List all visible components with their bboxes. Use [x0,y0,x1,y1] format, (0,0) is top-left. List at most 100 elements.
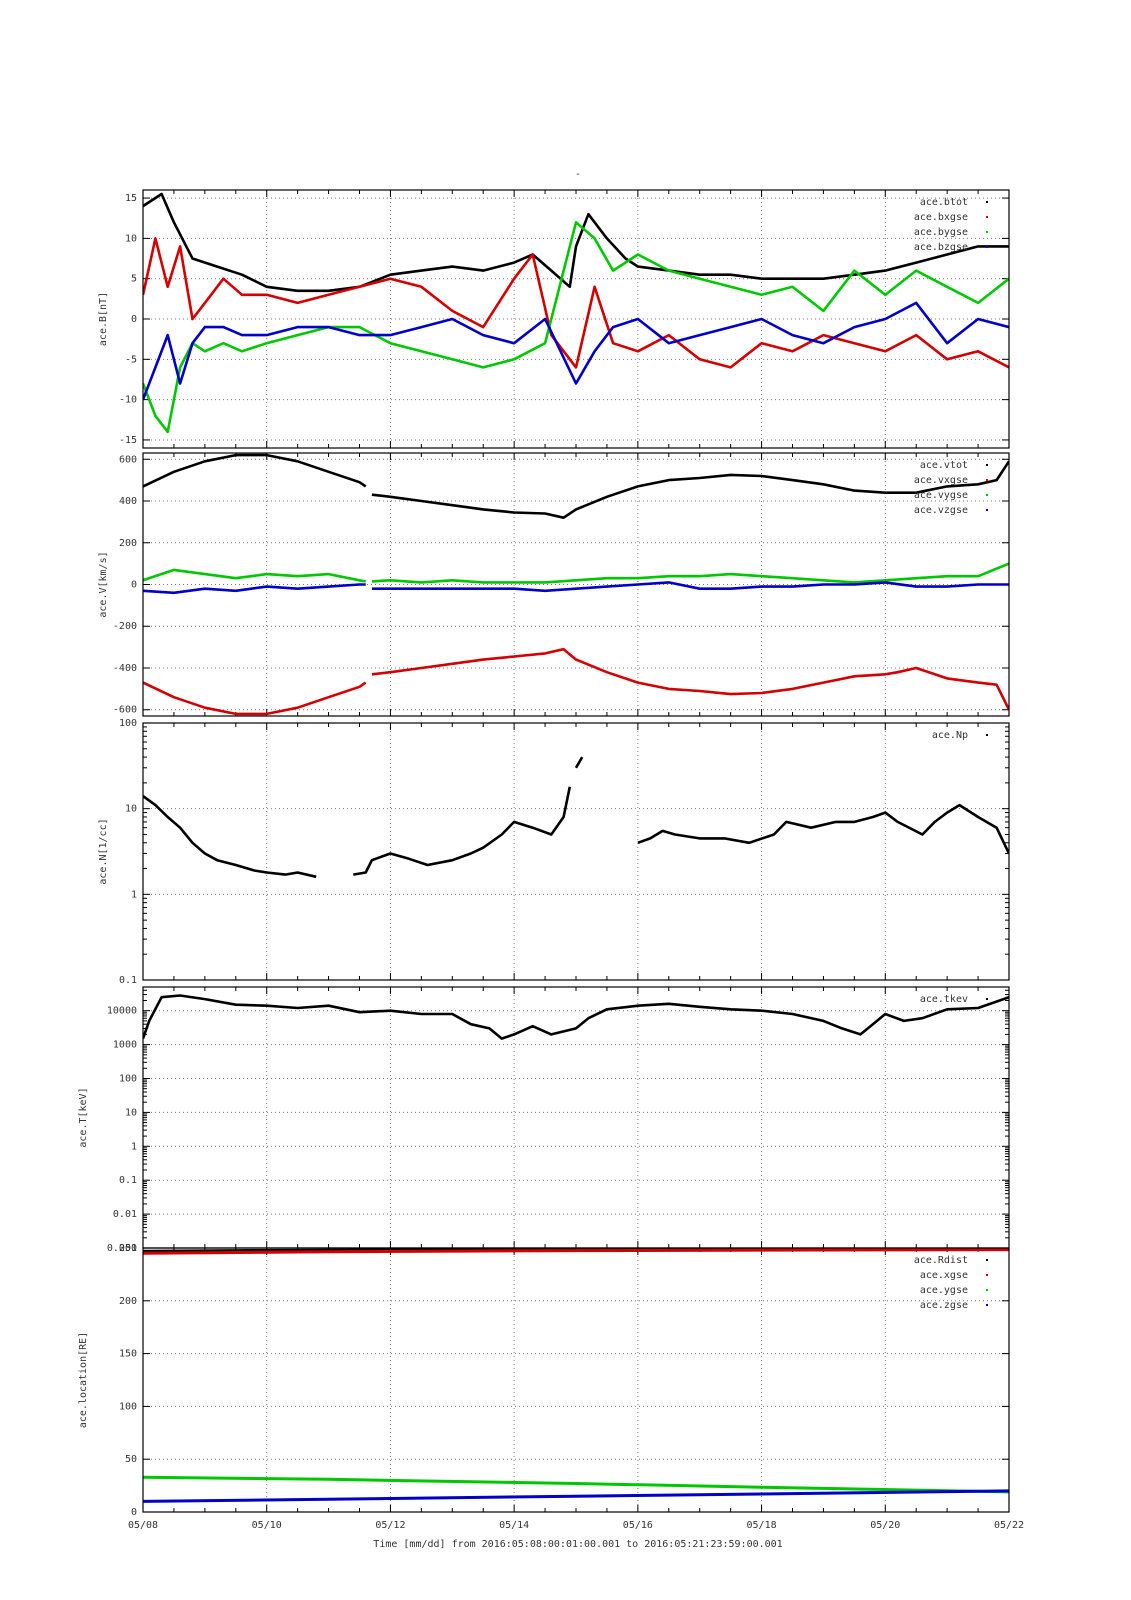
legend-marker [986,1274,988,1276]
y-tick-label: 100 [119,718,137,729]
series-ace-ygse [143,1475,1009,1494]
y-tick-label: 10000 [107,1006,137,1017]
panel-frame [142,1247,1010,1513]
x-tick-label: 05/10 [252,1520,282,1531]
y-tick-label: 100 [119,1073,137,1084]
series-ace-xgse [143,1248,1009,1255]
legend-label: ace.vtot [920,460,968,471]
panel-1: 15 10 5 0 -5 -10 -15 ace.B[nT] ace.btot ace.bxgse… [98,189,1010,449]
x-tick-label: 05/12 [375,1520,405,1531]
legend-label: ace.vzgse [914,505,968,516]
y-tick-label: 10 [125,804,137,815]
series-ace-tkev [143,994,1009,1040]
legend-label: ace.zgse [920,1300,968,1311]
y-tick-label: 0 [131,314,137,325]
legend-marker [986,201,988,203]
y-tick-label: 1 [131,1141,137,1152]
legend-marker [986,1289,988,1291]
legend-marker [986,216,988,218]
x-tick-label: 05/08 [128,1520,158,1531]
y-tick-label: 50 [125,1454,137,1465]
panel-3: 100 10 1 0.1 ace.N[1/cc] ace.Np [98,718,1010,986]
y-tick-label: -15 [119,435,137,446]
y-tick-label: 5 [131,274,137,285]
y-axis-label: ace.T[keV] [78,1087,89,1147]
series-ace-bzgse [143,301,1009,401]
series-ace-zgse [143,1489,1009,1503]
y-tick-label: -5 [125,354,137,365]
legend-marker [986,246,988,248]
y-tick-label: 10 [125,233,137,244]
y-tick-label: 0.1 [119,1175,137,1186]
y-tick-label: 100 [119,1401,137,1412]
plot-area [143,756,1009,879]
legend-label: ace.bxgse [914,212,968,223]
x-tick-label: 05/14 [499,1520,529,1531]
y-tick-label: -10 [119,395,137,406]
panels: 151050-5-10-15ace.B[nT]ace.btotace.bxgse… [78,189,1010,1518]
legend-marker [986,1304,988,1306]
panel-frame [142,452,1010,717]
y-tick-label: 0.1 [119,975,137,986]
series-ace-vxgse [143,647,1009,716]
plot-area [143,192,1009,434]
y-tick-label: 15 [125,193,137,204]
x-tick-labels: 05/08 05/10 05/12 05/14 05/16 05/18 05/20 05/22 [128,1520,1024,1531]
y-tick-label: -400 [113,663,137,674]
legend-label: ace.bzgse [914,242,968,253]
legend-marker [986,509,988,511]
legend-marker [986,1259,988,1261]
y-tick-label: 150 [119,1349,137,1360]
legend-label: ace.Rdist [914,1255,968,1266]
series-ace-bxgse [143,237,1009,369]
x-tick-label: 05/18 [747,1520,777,1531]
legend-label: ace.Np [932,730,968,741]
y-tick-label: 200 [119,538,137,549]
panel-5: 250 200 150 100 50 0 ace.location[RE] ace.Rdist… [78,1243,1010,1518]
y-axis-label: ace.N[1/cc] [98,818,109,884]
legend-marker [986,494,988,496]
y-tick-label: -200 [113,621,137,632]
x-tick-label: 05/16 [623,1520,653,1531]
y-tick-label: 10 [125,1107,137,1118]
y-tick-label: 0 [131,1507,137,1518]
panel-2: 600 400 200 0 -200 -400 -600 ace.V[km/s] ace.vto… [98,452,1010,717]
plot-area [143,1248,1009,1503]
series-ace-btot [143,192,1009,293]
y-tick-label: 0.001 [107,1243,137,1254]
y-tick-label: 250 [119,1243,137,1254]
plot-area [143,994,1009,1040]
plot-area [143,453,1009,716]
y-tick-label: 1000 [113,1040,137,1051]
panel-frame [142,722,1010,981]
legend-marker [986,734,988,736]
y-tick-label: 200 [119,1296,137,1307]
figure-title: - [575,169,581,180]
legend-label: ace.ygse [920,1285,968,1296]
x-tick-label: 05/22 [994,1520,1024,1531]
legend-marker [986,998,988,1000]
series-ace-Np [143,756,1009,879]
legend-label: ace.btot [920,197,968,208]
series-ace-bygse [143,221,1009,434]
y-axis-label: ace.location[RE] [78,1332,89,1428]
panel-frame [142,189,1010,449]
series-ace-vygse [143,562,1009,584]
time-axis-footer: Time [mm/dd] from 2016:05:08:00:01:00.00… [373,1539,782,1550]
panel-frame [142,986,1010,1249]
series-ace-vtot [143,453,1009,519]
y-tick-label: 0 [131,580,137,591]
legend-label: ace.bygse [914,227,968,238]
y-tick-label: 1 [131,889,137,900]
y-tick-label: 0.01 [113,1209,137,1220]
panel-4: 10000 1000 100 10 1 0.1 0.01 0.001 ace.T[keV] ace… [78,986,1010,1254]
y-tick-label: -600 [113,705,137,716]
y-tick-label: 400 [119,496,137,507]
x-tick-label: 05/20 [870,1520,900,1531]
legend-marker [986,231,988,233]
legend-label: ace.vxgse [914,475,968,486]
legend-marker [986,479,988,481]
y-axis-label: ace.B[nT] [98,292,109,346]
series-ace-vzgse [143,581,1009,595]
